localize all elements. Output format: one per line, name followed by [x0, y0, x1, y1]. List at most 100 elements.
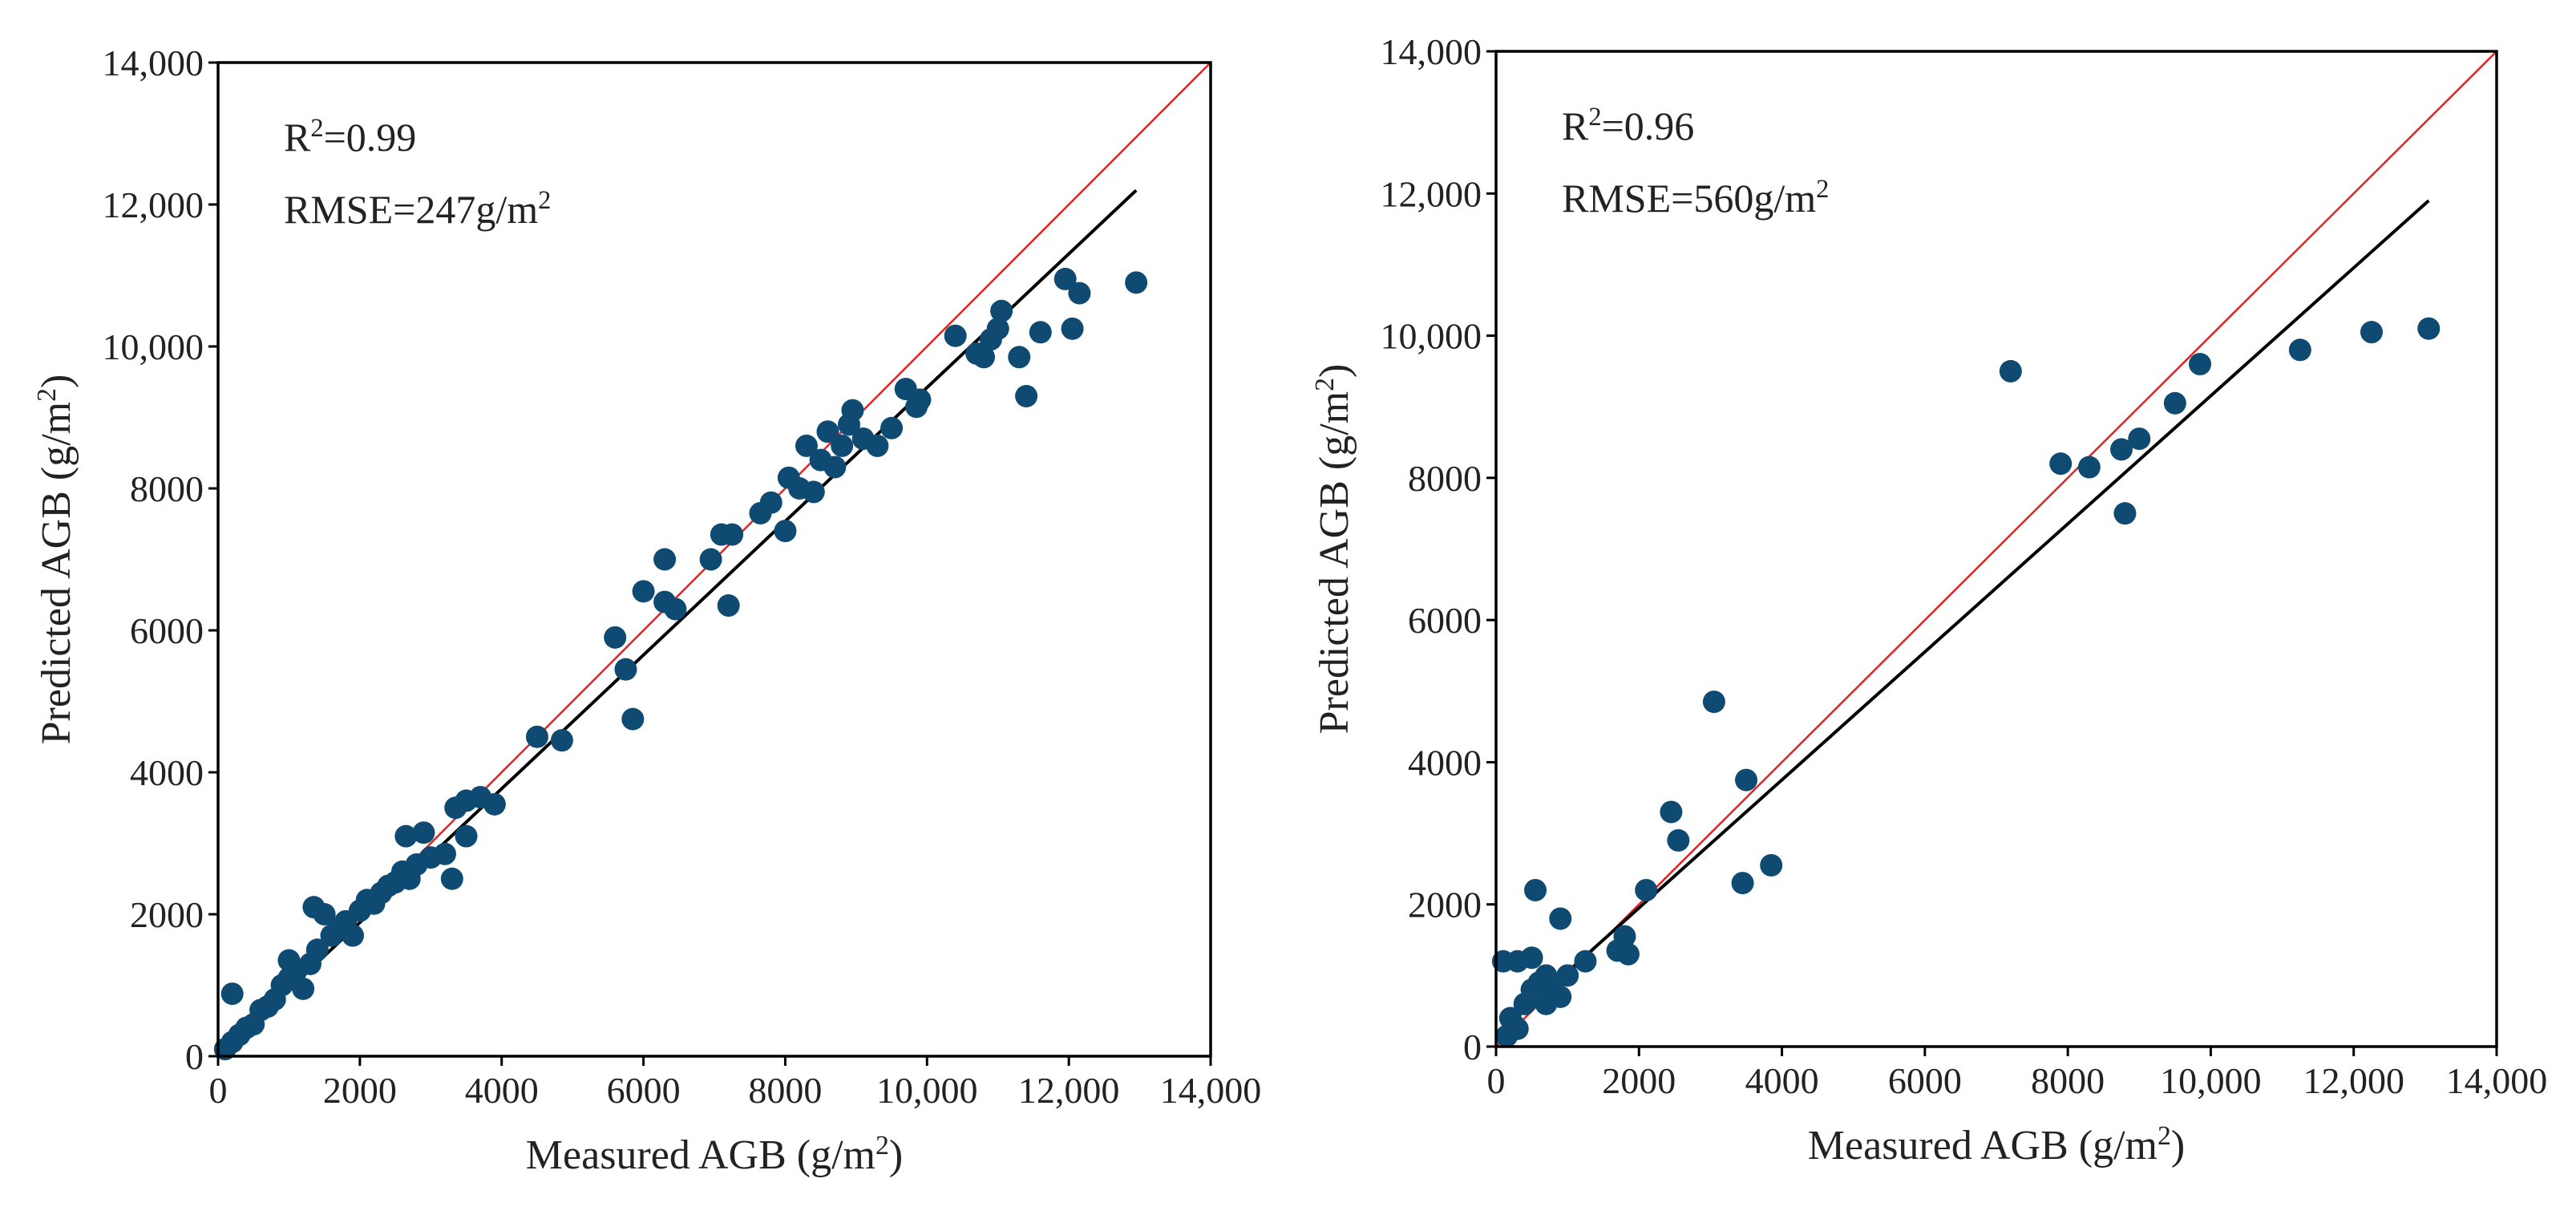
reference-line — [1496, 199, 2430, 1038]
y-tick-label: 12,000 — [103, 184, 204, 225]
data-point — [1616, 942, 1640, 966]
data-point — [2049, 452, 2073, 476]
data-point — [1667, 828, 1690, 852]
y-tick-label: 10,000 — [1381, 316, 1482, 357]
y-tick-label: 6000 — [130, 610, 204, 651]
data-point — [220, 982, 244, 1006]
y-tick-label: 4000 — [130, 752, 204, 793]
data-point — [823, 456, 847, 479]
data-point — [944, 324, 967, 347]
data-point — [1524, 878, 1547, 901]
y-tick-label: 2000 — [1408, 885, 1482, 925]
superscript: 2 — [1816, 175, 1829, 204]
data-point — [313, 903, 336, 925]
data-point — [721, 523, 744, 546]
data-point — [986, 317, 1009, 340]
x-tick-label: 2000 — [1602, 1060, 1676, 1101]
x-tick-label: 0 — [1487, 1060, 1506, 1101]
x-axis-label: Measured AGB (g/m2) — [1808, 1121, 2185, 1169]
text-part: Predicted AGB (g/m — [34, 402, 79, 745]
y-tick-label: 10,000 — [103, 326, 204, 367]
superscript: 2 — [876, 1131, 889, 1160]
text-part: Predicted AGB (g/m — [1312, 391, 1357, 735]
scatter-plot: 0 2000 4000 6000 8000 10,000 12,000 14,000 0 2000… — [32, 43, 1262, 1178]
data-point — [292, 977, 315, 1000]
data-point — [2163, 391, 2186, 415]
y-axis-label: Predicted AGB (g/m2) — [32, 375, 80, 745]
superscript: 2 — [2157, 1121, 2171, 1151]
text-part: R — [284, 115, 311, 160]
data-point — [908, 388, 932, 411]
data-point — [1068, 281, 1091, 305]
y-tick-label: 2000 — [130, 894, 204, 935]
data-point — [1520, 978, 1543, 1002]
y-tick-label: 14,000 — [1381, 31, 1482, 72]
annotation: R2=0.96 — [1562, 103, 1694, 148]
data-point — [2288, 338, 2311, 362]
annotation: RMSE=560g/m2 — [1562, 175, 1829, 221]
data-point — [1549, 907, 1572, 930]
x-axis-label: Measured AGB (g/m2) — [526, 1131, 903, 1179]
data-point — [604, 626, 627, 649]
x-tick-label: 8000 — [748, 1070, 822, 1111]
data-point — [774, 520, 797, 543]
data-point — [1125, 271, 1148, 294]
data-point — [2360, 321, 2383, 344]
data-point — [699, 548, 722, 571]
x-tick-label: 4000 — [1745, 1060, 1819, 1101]
annotation: RMSE=247g/m2 — [284, 186, 551, 232]
x-tick-label: 12,000 — [1018, 1070, 1120, 1111]
data-point — [759, 491, 783, 514]
annotation: R2=0.99 — [284, 114, 416, 160]
data-point — [1760, 853, 1783, 877]
data-point — [394, 824, 418, 848]
superscript: 2 — [310, 114, 323, 143]
data-point — [1731, 872, 1754, 895]
data-point — [2189, 353, 2212, 376]
data-point — [550, 729, 573, 752]
data-point — [1735, 768, 1757, 792]
data-point — [1635, 878, 1658, 901]
y-tick-label: 8000 — [130, 468, 204, 509]
data-point — [1556, 964, 1579, 987]
data-point — [614, 658, 637, 681]
data-point — [342, 924, 365, 947]
data-point — [1574, 950, 1597, 973]
x-tick-label: 14,000 — [1160, 1070, 1262, 1111]
data-point — [2077, 456, 2101, 479]
data-point — [2417, 317, 2441, 340]
scatter-plot: 0 2000 4000 6000 8000 10,000 12,000 14,000 0 2000… — [1310, 31, 2548, 1168]
x-tick-label: 0 — [209, 1070, 228, 1111]
text-part: RMSE=247g/m — [284, 187, 538, 232]
x-tick-label: 8000 — [2031, 1060, 2105, 1101]
y-tick-label: 14,000 — [103, 43, 204, 83]
data-point — [880, 416, 904, 439]
text-part: ) — [889, 1132, 903, 1178]
text-part: Measured AGB (g/m — [526, 1132, 876, 1178]
x-tick-label: 6000 — [1888, 1060, 1962, 1101]
data-point — [1502, 1014, 1526, 1037]
data-point — [305, 938, 329, 962]
data-point — [2113, 502, 2137, 525]
axes-frame — [216, 61, 1212, 1058]
y-tick-label: 12,000 — [1381, 173, 1482, 214]
text-part: =0.96 — [1602, 103, 1695, 148]
data-point — [816, 420, 839, 443]
data-point — [1702, 691, 1725, 714]
data-point — [653, 548, 677, 571]
data-point — [1015, 384, 1038, 407]
x-tick-label: 4000 — [465, 1070, 539, 1111]
y-tick-label: 8000 — [1408, 458, 1482, 499]
text-part: =0.99 — [324, 115, 417, 160]
axes-frame — [1494, 50, 2498, 1048]
x-tick-label: 12,000 — [2303, 1060, 2404, 1101]
data-point — [1613, 925, 1636, 948]
data-point — [1008, 346, 1031, 369]
data-point — [841, 399, 864, 422]
data-point — [1520, 946, 1543, 970]
data-point — [1535, 992, 1558, 1015]
data-point — [440, 867, 463, 890]
data-point — [1061, 317, 1084, 340]
data-point — [632, 580, 655, 603]
